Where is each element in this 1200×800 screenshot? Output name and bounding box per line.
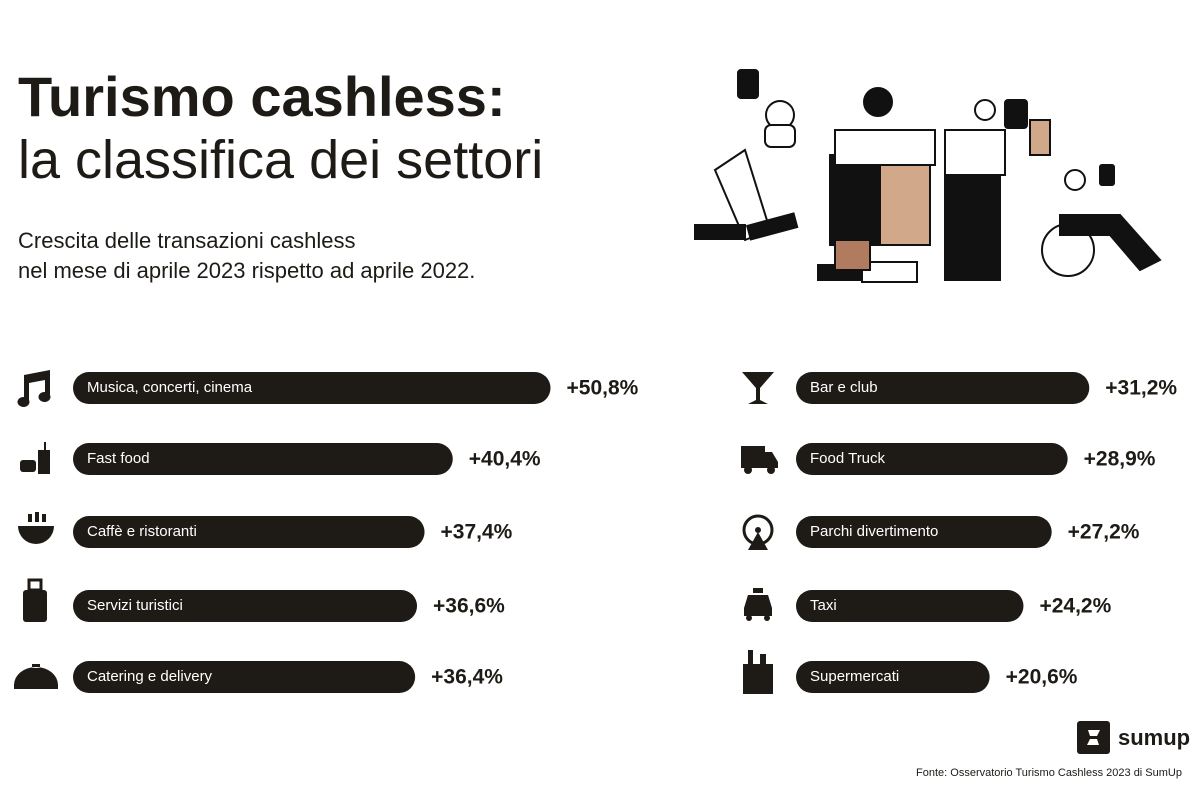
illustration (694, 69, 1162, 283)
description-line: Crescita delle transazioni cashless (18, 228, 356, 253)
value-label: +28,9% (1084, 448, 1156, 471)
bar (73, 516, 425, 548)
icon-taxi (744, 588, 772, 621)
value-label: +40,4% (469, 448, 541, 471)
value-label: +27,2% (1068, 521, 1140, 544)
bar (73, 443, 453, 475)
bar (796, 443, 1068, 475)
value-label: +31,2% (1105, 377, 1177, 400)
value-label: +20,6% (1006, 666, 1078, 689)
category-label: Catering e delivery (87, 668, 213, 685)
subtitle: la classifica dei settori (18, 130, 543, 190)
value-label: +24,2% (1039, 595, 1111, 618)
bar (796, 590, 1024, 622)
category-label: Parchi divertimento (810, 523, 938, 540)
category-label: Bar e club (810, 379, 878, 396)
icon-music (17, 370, 51, 407)
value-label: +50,8% (567, 377, 639, 400)
category-label: Servizi turistici (87, 597, 183, 614)
icon-cloche (14, 664, 58, 689)
title: Turismo cashless: (18, 65, 506, 128)
category-label: Food Truck (810, 450, 886, 467)
category-label: Taxi (810, 597, 837, 614)
value-label: +37,4% (441, 521, 513, 544)
icon-cafe (18, 512, 54, 544)
icon-fastfood (20, 442, 50, 474)
bar (796, 372, 1090, 404)
bar (796, 661, 990, 693)
logo-text: sumup (1118, 725, 1190, 750)
icon-truck (741, 446, 778, 474)
category-label: Fast food (87, 450, 150, 467)
icon-luggage (23, 578, 47, 622)
category-label: Supermercati (810, 668, 899, 685)
description-line: nel mese di aprile 2023 rispetto ad apri… (18, 258, 475, 283)
source: Fonte: Osservatorio Turismo Cashless 202… (916, 767, 1182, 779)
value-label: +36,6% (433, 595, 505, 618)
icon-cocktail (742, 372, 774, 404)
bar (73, 372, 551, 404)
logo: sumup (1077, 721, 1190, 754)
bar (73, 590, 418, 622)
category-label: Musica, concerti, cinema (87, 379, 253, 396)
icon-grocery (743, 650, 773, 694)
bar (73, 661, 416, 693)
icon-ferris (742, 514, 774, 550)
bar (796, 516, 1052, 548)
icons (14, 370, 778, 694)
value-label: +36,4% (431, 666, 503, 689)
category-label: Caffè e ristoranti (87, 523, 197, 540)
